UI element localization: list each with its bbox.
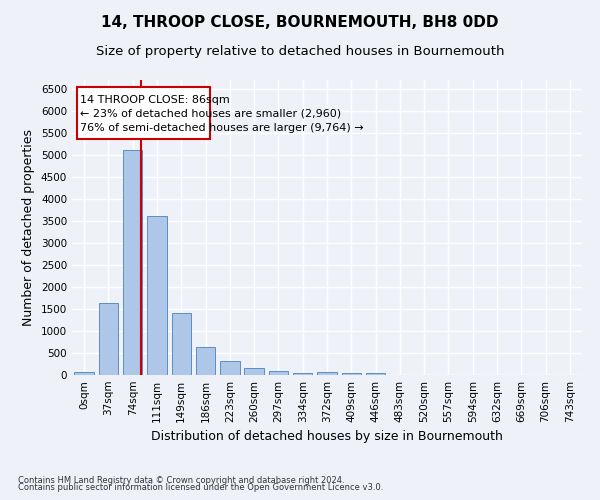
Bar <box>99 304 118 375</box>
Y-axis label: Number of detached properties: Number of detached properties <box>22 129 35 326</box>
Bar <box>74 372 94 375</box>
Text: ← 23% of detached houses are smaller (2,960): ← 23% of detached houses are smaller (2,… <box>80 108 341 118</box>
Text: 76% of semi-detached houses are larger (9,764) →: 76% of semi-detached houses are larger (… <box>80 123 364 133</box>
Bar <box>341 373 361 375</box>
Bar <box>244 368 264 375</box>
Bar <box>317 372 337 375</box>
Bar <box>196 348 215 375</box>
Text: Contains public sector information licensed under the Open Government Licence v3: Contains public sector information licen… <box>18 484 383 492</box>
Bar <box>147 216 167 375</box>
Bar <box>293 373 313 375</box>
Bar <box>220 362 239 375</box>
Bar <box>172 314 191 375</box>
Bar <box>269 371 288 375</box>
X-axis label: Distribution of detached houses by size in Bournemouth: Distribution of detached houses by size … <box>151 430 503 444</box>
Text: Size of property relative to detached houses in Bournemouth: Size of property relative to detached ho… <box>96 45 504 58</box>
FancyBboxPatch shape <box>77 86 211 140</box>
Bar <box>366 373 385 375</box>
Text: Contains HM Land Registry data © Crown copyright and database right 2024.: Contains HM Land Registry data © Crown c… <box>18 476 344 485</box>
Text: 14 THROOP CLOSE: 86sqm: 14 THROOP CLOSE: 86sqm <box>80 95 230 105</box>
Bar <box>123 150 142 375</box>
Text: 14, THROOP CLOSE, BOURNEMOUTH, BH8 0DD: 14, THROOP CLOSE, BOURNEMOUTH, BH8 0DD <box>101 15 499 30</box>
